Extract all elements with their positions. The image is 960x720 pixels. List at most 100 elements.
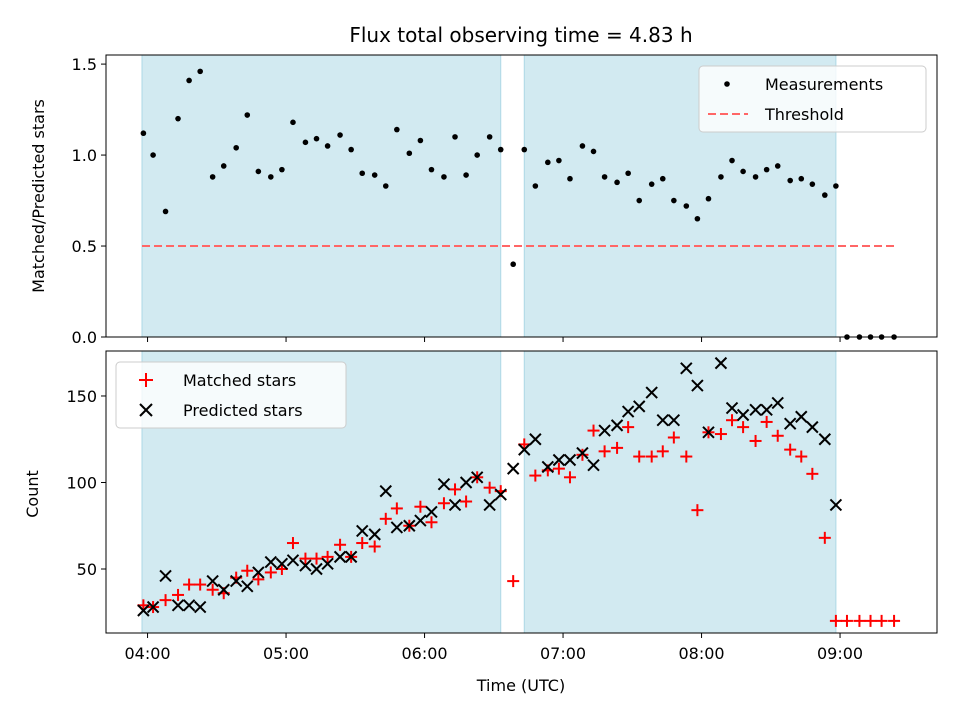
measurement-point: [290, 119, 296, 126]
matched-star-point: [622, 421, 635, 434]
matched-star-point: [379, 512, 392, 525]
measurement-point: [359, 170, 366, 177]
predicted-star-point: [736, 408, 750, 422]
matched-star-point: [299, 552, 312, 565]
matched-star-point: [726, 414, 739, 427]
matched-star-point: [425, 516, 438, 529]
matched-star-point: [795, 450, 808, 463]
predicted-star-point: [182, 599, 196, 612]
predicted-star-point: [229, 574, 243, 588]
measurement-point: [521, 146, 528, 153]
measurement-point: [763, 166, 770, 173]
predicted-star-point: [252, 566, 265, 579]
matched-star-point: [460, 495, 473, 508]
measurement-point: [302, 139, 309, 146]
predicted-star-point: [783, 417, 797, 430]
predicted-star-point: [633, 400, 646, 413]
measurement-point: [428, 166, 435, 173]
measurement-point: [545, 159, 551, 166]
matched-star-point: [576, 448, 589, 461]
measurement-point: [601, 174, 608, 180]
matched-star-point: [633, 450, 646, 463]
predicted-star-point: [299, 559, 312, 572]
measurement-point: [255, 168, 262, 175]
predicted-star-point: [459, 476, 473, 489]
measurement-point: [532, 183, 539, 189]
measurement-point: [268, 174, 274, 180]
measurement-point: [683, 203, 690, 209]
predicted-star-point: [390, 521, 404, 534]
matched-star-point: [172, 588, 185, 601]
predicted-star-point: [806, 420, 819, 434]
measurement-point: [486, 134, 493, 140]
predicted-star-point: [506, 462, 520, 475]
matched-star-point: [667, 431, 680, 444]
predicted-star-point: [587, 458, 600, 472]
measurement-point: [417, 137, 424, 144]
predicted-star-point: [483, 498, 496, 512]
measurement-point: [822, 192, 828, 198]
predicted-star-point: [286, 554, 300, 567]
matched-star-point: [183, 578, 196, 591]
y-tick-label: 100: [66, 473, 97, 492]
matched-star-point: [563, 471, 576, 484]
x-tick-label: 04:00: [124, 644, 170, 663]
predicted-star-point: [529, 433, 542, 446]
measurement-point: [671, 197, 677, 204]
measurement-point: [324, 143, 331, 149]
x-tick-label: 08:00: [678, 644, 724, 663]
measurement-point: [579, 143, 586, 149]
matched-star-point: [334, 538, 347, 551]
predicted-star-point: [771, 396, 784, 410]
predicted-star-point: [437, 478, 451, 491]
predicted-star-point: [725, 401, 739, 415]
predicted-star-point: [414, 514, 427, 527]
matched-star-point: [206, 583, 219, 596]
measurement-point: [382, 183, 389, 189]
matched-star-point: [818, 531, 831, 544]
matched-star-point: [760, 415, 773, 428]
predicted-star-point: [344, 550, 358, 564]
measurement-point: [186, 77, 192, 84]
matched-star-point: [414, 500, 427, 513]
predicted-star-point: [667, 413, 681, 427]
measurement-point: [233, 144, 239, 151]
x-tick-label: 09:00: [817, 644, 863, 663]
legend-measurements-marker: [724, 81, 730, 87]
predicted-star-point: [368, 528, 381, 541]
matched-star-point: [714, 428, 727, 441]
predicted-star-point: [645, 386, 658, 399]
predicted-star-point: [206, 574, 219, 588]
legend-matched-marker: [139, 373, 153, 387]
top-panel: 0.0 0.5 1.0 1.5 Matched/Predicted stars Mea…: [29, 54, 938, 347]
measurement-point: [705, 195, 712, 202]
bottom-legend: Matched stars Predicted stars: [115, 361, 347, 429]
measurement-point: [833, 183, 839, 189]
measurement-point: [162, 208, 169, 215]
matched-star-point: [356, 537, 369, 550]
predicted-star-point: [576, 446, 589, 460]
measurement-point: [590, 148, 597, 155]
matched-star-point: [194, 578, 207, 591]
matched-star-point: [552, 462, 565, 475]
predicted-star-point: [598, 424, 611, 437]
measurement-point: [140, 130, 147, 137]
measurement-point: [648, 181, 655, 187]
predicted-star-point: [518, 443, 531, 456]
predicted-star-point: [403, 519, 416, 532]
matched-star-point: [656, 445, 669, 458]
predicted-star-point: [275, 557, 289, 571]
matched-star-point: [888, 614, 901, 627]
y-tick-label: 150: [66, 387, 97, 406]
matched-star-point: [691, 504, 704, 517]
legend-predicted-marker: [139, 403, 153, 417]
predicted-star-point: [680, 362, 693, 375]
matched-star-point: [310, 552, 323, 565]
predicted-star-point: [749, 403, 762, 417]
shaded-span: [141, 54, 502, 338]
shaded-span: [523, 350, 837, 634]
y-tick-label: 50: [77, 560, 97, 579]
matched-star-point: [864, 614, 877, 627]
